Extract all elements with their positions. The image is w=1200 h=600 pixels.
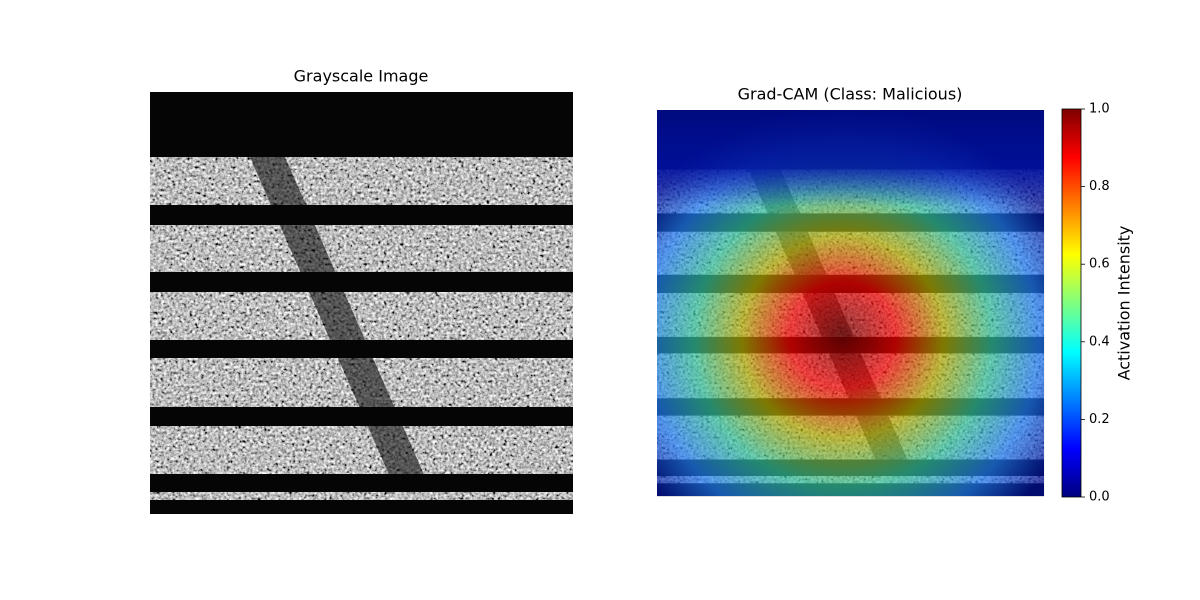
tick-label: 0.2 [1089, 412, 1110, 427]
tick-label: 0.6 [1089, 257, 1110, 272]
colorbar-label: Activation Intensity [1115, 226, 1134, 381]
panel-title: Grad-CAM (Class: Malicious) [738, 85, 963, 104]
tick-label: 0.0 [1089, 490, 1110, 505]
colorbar: Activation Intensity 0.0 0.2 0.4 0.6 0.8 1.0 [1061, 102, 1134, 505]
tick-label: 0.4 [1089, 334, 1110, 349]
tick-label: 0.8 [1089, 179, 1110, 194]
grayscale-image [150, 92, 573, 514]
tick-label: 1.0 [1089, 102, 1110, 117]
colorbar-scale [1061, 108, 1082, 498]
gradcam-image [657, 110, 1044, 496]
panel-title: Grayscale Image [294, 67, 429, 86]
